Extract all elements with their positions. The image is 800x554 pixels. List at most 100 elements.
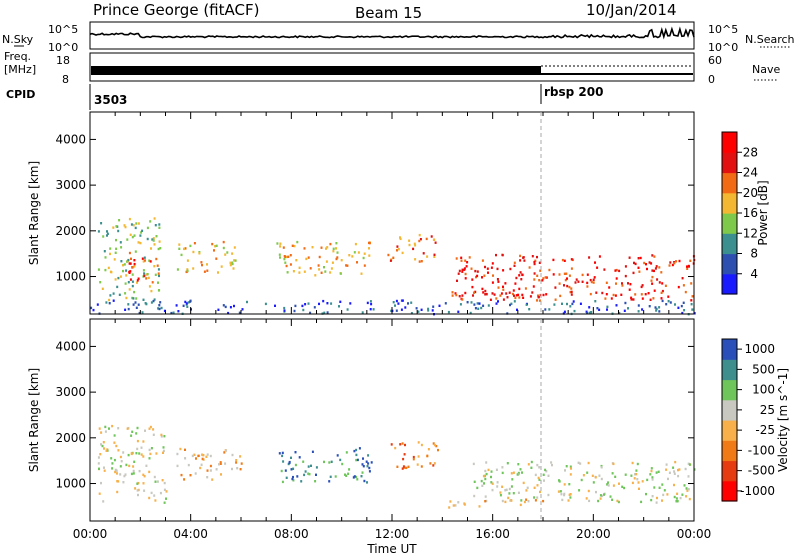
data-cell [687, 488, 690, 491]
data-cell [660, 291, 663, 294]
data-cell [131, 280, 134, 283]
data-cell [638, 487, 640, 490]
data-cell [502, 288, 505, 291]
data-cell [688, 497, 691, 501]
data-cell [136, 489, 139, 492]
data-cell [401, 467, 404, 470]
data-cell [180, 473, 183, 477]
data-cell [554, 286, 557, 289]
colorbar-tick-label: 500 [752, 362, 775, 376]
data-cell [686, 489, 689, 492]
data-cell [105, 449, 108, 452]
data-cell [361, 311, 364, 314]
data-cell [159, 301, 162, 304]
data-cell [143, 272, 146, 275]
data-cell [92, 308, 95, 312]
data-cell [651, 275, 654, 279]
data-cell [206, 269, 209, 272]
data-cell [159, 247, 162, 250]
data-cell [635, 469, 638, 472]
colorbar-segment [722, 132, 737, 153]
data-cell [501, 485, 504, 488]
y-tick-label: 4000 [55, 339, 86, 353]
data-cell [690, 299, 693, 302]
data-cell [143, 489, 146, 492]
data-cell [654, 306, 657, 309]
data-cell [360, 272, 363, 275]
data-cell [637, 310, 640, 313]
data-cell [545, 276, 548, 279]
data-cell [589, 278, 592, 282]
data-cell [499, 294, 502, 297]
data-cell [538, 478, 541, 481]
data-cell [127, 303, 130, 306]
data-cell [286, 271, 289, 274]
data-cell [99, 453, 102, 456]
data-cell [542, 473, 545, 476]
data-cell [330, 302, 333, 305]
data-cell [131, 430, 134, 433]
data-cell [521, 273, 524, 276]
data-cell [559, 294, 562, 298]
data-cell [628, 288, 631, 291]
data-cell [646, 478, 649, 482]
data-cell [410, 301, 413, 304]
data-cell [137, 277, 140, 280]
data-cell [671, 263, 674, 267]
data-cell [473, 480, 476, 483]
data-cell [145, 464, 148, 467]
data-cell [530, 466, 533, 469]
data-cell [658, 310, 661, 313]
data-cell [106, 230, 108, 233]
data-cell [650, 467, 653, 470]
data-cell [612, 462, 615, 466]
data-cell [581, 280, 584, 283]
data-cell [235, 459, 238, 462]
velocity-cbar-label: Velocity [m s^-1] [776, 368, 790, 472]
data-cell [611, 498, 614, 501]
data-cell [537, 476, 540, 480]
data-cell [140, 446, 143, 449]
data-cell [634, 293, 637, 296]
data-cell [544, 468, 547, 472]
data-cell [654, 267, 657, 270]
data-cell [229, 261, 232, 264]
data-cell [491, 262, 494, 265]
data-cell [601, 291, 604, 295]
data-cell [603, 493, 605, 496]
data-cell [522, 256, 525, 259]
data-cell [224, 305, 227, 309]
data-cell [403, 453, 406, 456]
data-cell [362, 465, 365, 468]
data-cell [608, 286, 611, 289]
data-cell [368, 466, 371, 470]
data-cell [226, 251, 229, 254]
data-cell [495, 468, 498, 471]
data-cell [187, 301, 190, 304]
data-cell [650, 498, 653, 502]
data-cell [154, 499, 157, 502]
data-cell [367, 454, 370, 457]
data-cell [336, 256, 339, 259]
data-cell [176, 268, 179, 271]
data-cell [513, 261, 516, 264]
data-cell [235, 461, 238, 464]
data-cell [511, 292, 514, 296]
data-cell [520, 499, 523, 502]
data-cell [147, 276, 150, 280]
data-cell [149, 260, 152, 263]
data-cell [134, 487, 137, 490]
data-cell [134, 250, 137, 253]
data-cell [641, 308, 644, 311]
data-cell [501, 466, 504, 469]
data-cell [667, 295, 670, 298]
data-cell [176, 464, 179, 468]
data-cell [661, 289, 664, 293]
data-cell [141, 311, 144, 314]
data-cell [586, 273, 589, 276]
data-cell [570, 267, 573, 270]
data-cell [113, 434, 116, 437]
data-cell [125, 463, 128, 467]
data-cell [362, 457, 364, 460]
data-cell [345, 264, 348, 267]
